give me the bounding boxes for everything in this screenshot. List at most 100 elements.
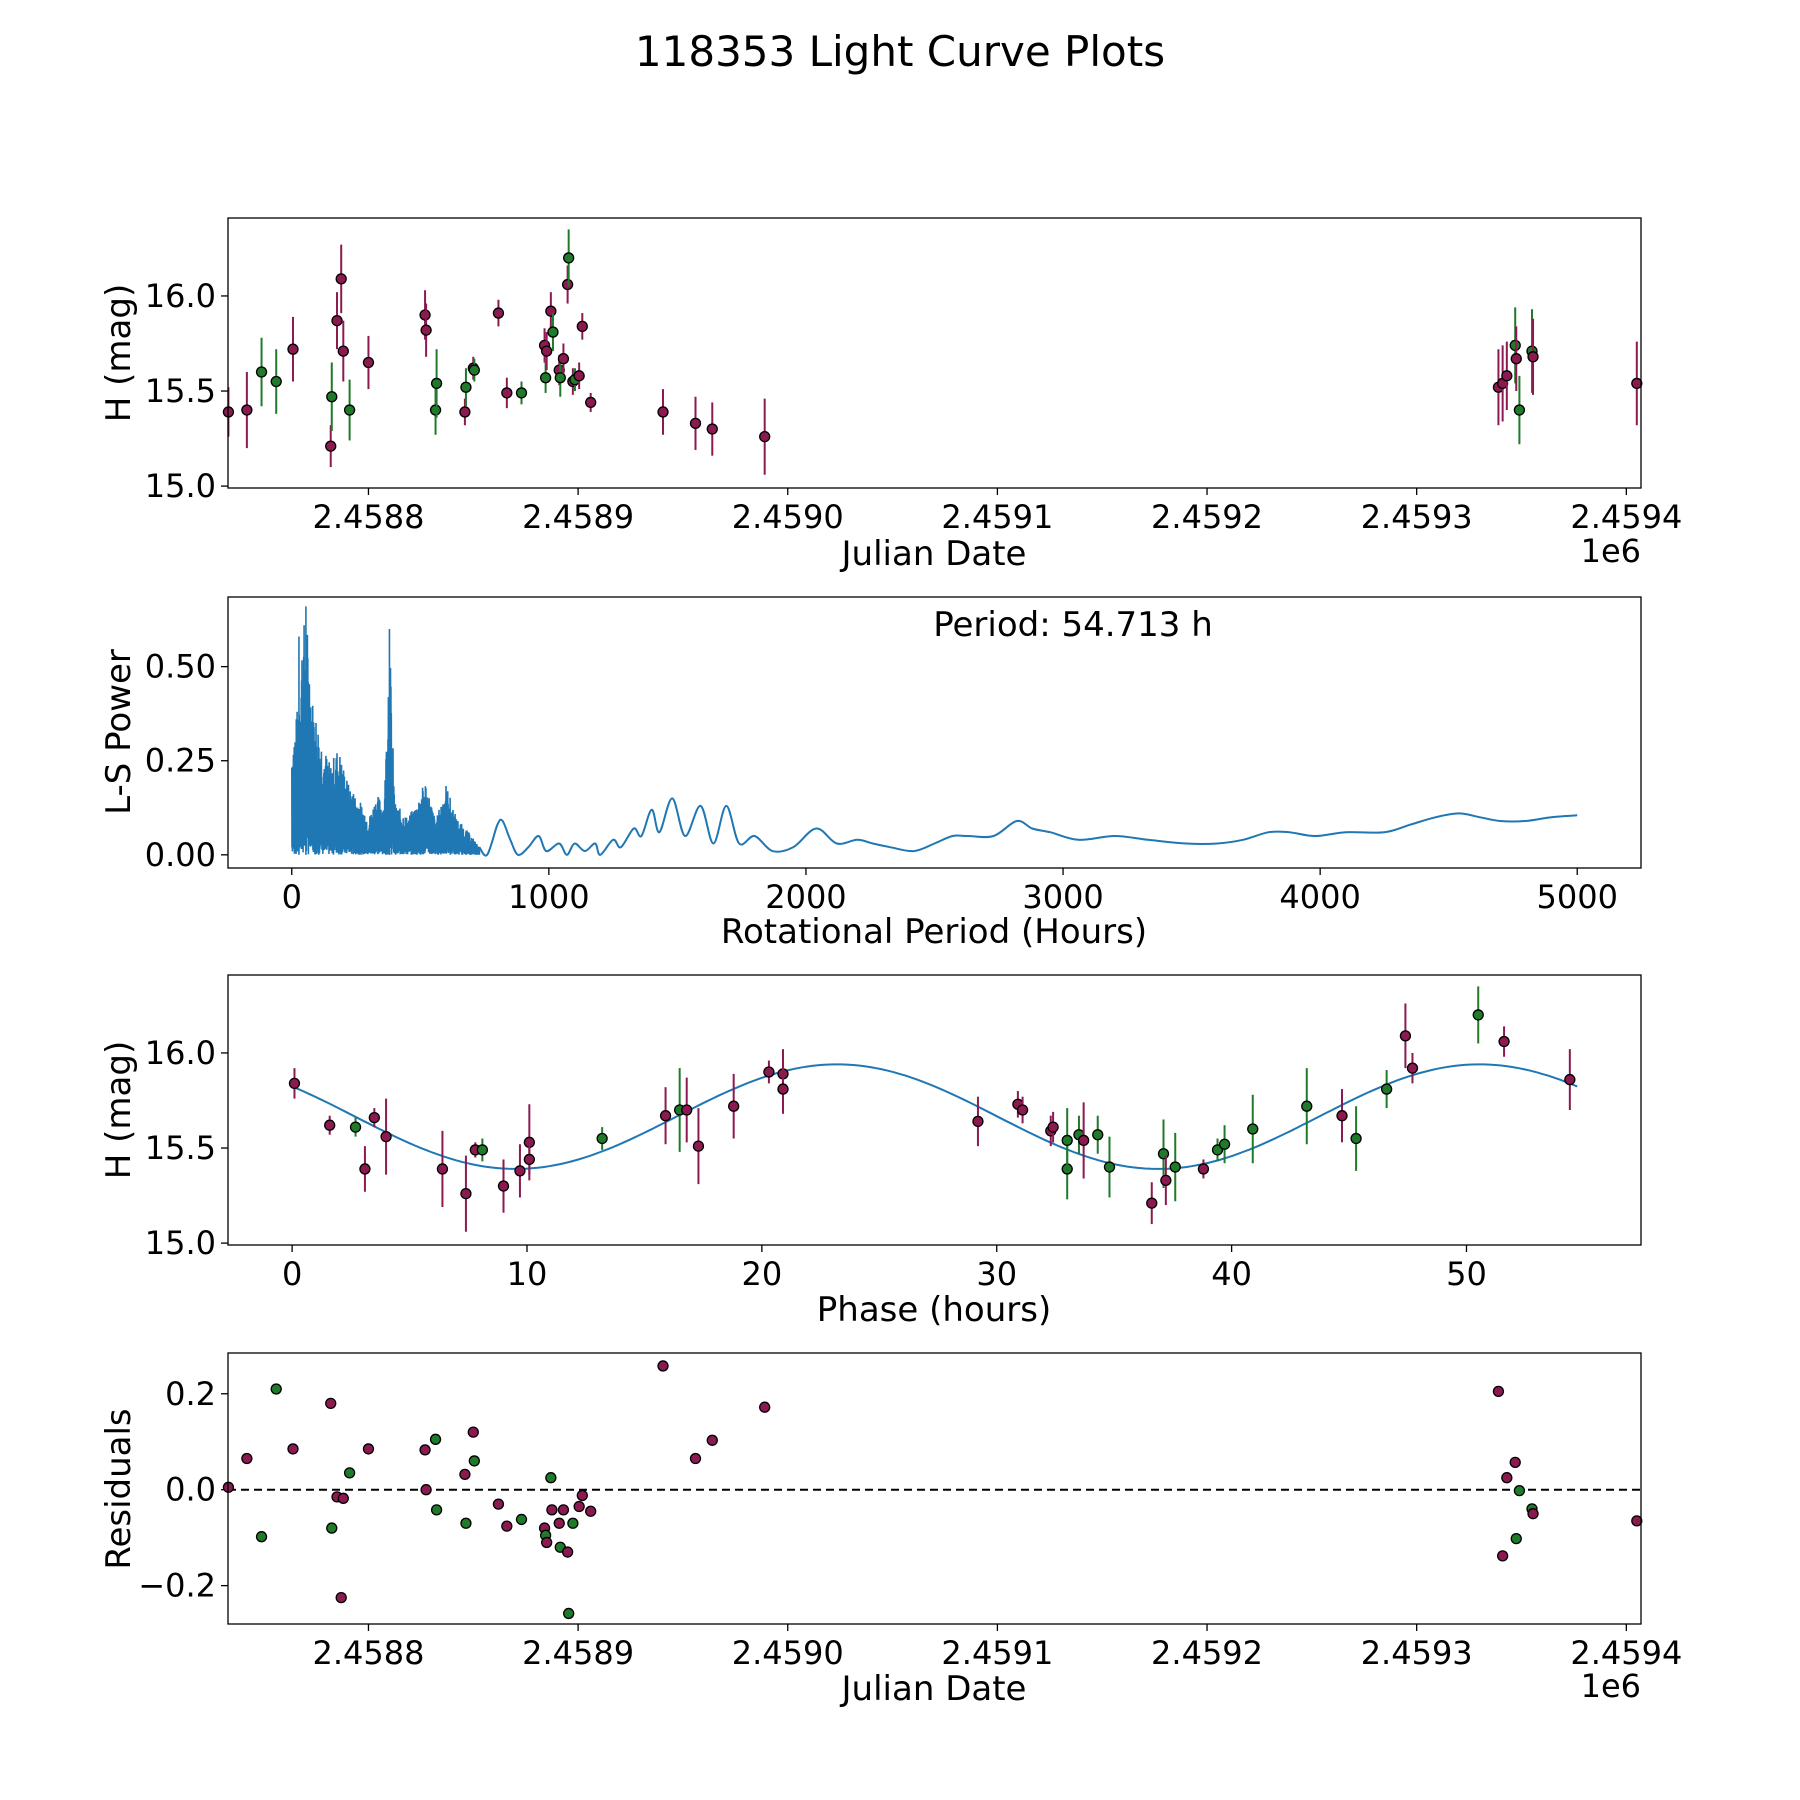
res-point [270,1383,282,1395]
lc-point [1513,404,1526,416]
lc-point [343,404,356,416]
lightcurve-frame [227,217,1642,489]
ls-xtick-label: 4000 [1279,878,1360,916]
res-point [657,1360,669,1372]
lc-point [468,364,480,376]
lc-point [241,404,253,416]
lc-point [585,396,597,409]
lc-point [547,326,559,338]
res-point [337,1492,349,1504]
lc-xtick-label: 2.4588 [312,498,424,536]
lc-xtick-label: 2.4593 [1361,498,1473,536]
lc-point [255,366,268,378]
lightcurve-offset-label: 1e6 [1581,532,1641,570]
phase-ylabel: H (mag) [99,1041,139,1179]
phase-point [1399,1030,1412,1042]
res-point [287,1443,299,1455]
res-point [241,1452,253,1465]
res-point [1513,1485,1526,1497]
res-point [541,1536,553,1549]
phase-point [1197,1163,1210,1175]
phase-point [1406,1062,1419,1074]
phase-point [523,1153,535,1166]
res-point [706,1434,718,1446]
phase-point [1301,1100,1313,1112]
lc-xtick-label: 2.4591 [941,498,1053,536]
phase-ytick-label: 15.5 [145,1129,216,1167]
res-point [573,1500,585,1513]
phase-point [288,1077,301,1090]
lightcurve-xlabel: Julian Date [840,534,1027,574]
phase-point [728,1100,740,1112]
ls-ytick-label: 0.00 [145,836,216,874]
lc-point [1501,370,1513,382]
phase-point [1092,1129,1104,1141]
res-point [430,1504,443,1516]
phase-point [972,1115,984,1128]
res-point [325,1397,337,1410]
phase-fit-curve [291,1063,1578,1170]
phase-point [1061,1134,1073,1147]
lc-point [545,305,557,317]
ls-xtick-label: 5000 [1537,878,1618,916]
phase-point [476,1144,489,1156]
lc-point [270,375,282,388]
ls-ytick-label: 0.25 [145,742,216,780]
res-point [492,1498,505,1510]
lc-point [539,372,552,384]
phase-point [1103,1161,1116,1173]
phase-point [359,1163,371,1175]
phase-point [514,1165,526,1177]
phase-point [380,1130,392,1143]
lc-ytick-label: 15.0 [145,467,216,505]
lc-point [429,404,442,416]
res-point [362,1443,375,1455]
res-point [255,1531,268,1543]
res-point [1492,1385,1505,1398]
res-ytick-label: 0.2 [165,1375,216,1413]
phase-point [777,1083,789,1095]
figure-title: 118353 Light Curve Plots [635,27,1165,76]
lc-point [657,406,669,418]
lc-point [1527,351,1539,363]
periodogram-series [478,797,1578,857]
res-point [557,1504,570,1516]
phase-point [436,1163,449,1175]
res-point [1496,1550,1509,1562]
residuals-ylabel: Residuals [99,1408,139,1569]
phase-point [497,1180,510,1192]
phase-point [763,1066,775,1078]
lc-point [492,307,505,319]
ls-ytick-label: 0.50 [145,648,216,686]
phase-point [681,1104,693,1116]
lc-point [337,345,349,357]
lc-point [501,387,513,399]
lc-xtick-label: 2.4589 [522,498,634,536]
phase-point [1146,1197,1158,1209]
phase-xtick-label: 10 [507,1255,548,1293]
res-xtick-label: 2.4593 [1361,1634,1473,1672]
phase-point [692,1140,705,1152]
lc-xtick-label: 2.4592 [1151,498,1263,536]
phase-point [1247,1123,1259,1135]
ls-xtick-label: 1000 [508,878,589,916]
res-point [1501,1472,1513,1484]
lc-point [331,315,343,327]
lc-point [1509,339,1521,352]
res-point [576,1489,588,1502]
phase-point [596,1132,608,1145]
phase-point [1498,1035,1510,1048]
phase-xtick-label: 50 [1446,1255,1487,1293]
phase-ytick-label: 16.0 [145,1034,216,1072]
lc-point [554,372,566,384]
ls-xtick-label: 2000 [765,878,846,916]
lc-point [420,324,432,336]
res-xtick-label: 2.4594 [1570,1634,1682,1672]
lightcurve-ylabel: H (mag) [99,284,139,422]
res-point [459,1468,471,1481]
res-point [335,1591,347,1604]
lc-point [759,431,771,443]
ls-xtick-label: 0 [282,878,302,916]
phase-point [349,1121,362,1133]
res-xtick-label: 2.4588 [312,1634,424,1672]
